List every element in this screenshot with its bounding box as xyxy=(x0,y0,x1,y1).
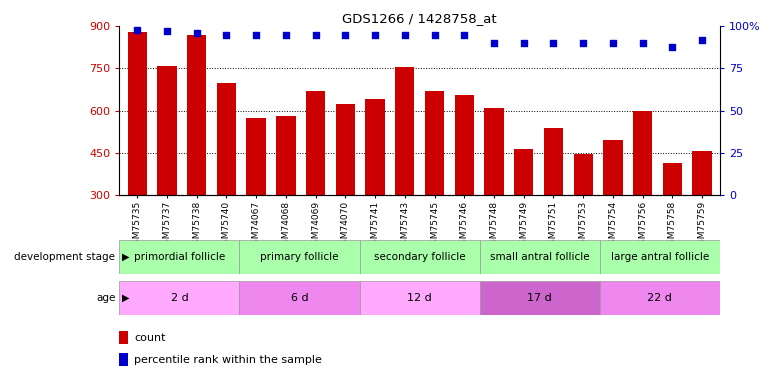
Point xyxy=(369,32,381,38)
Point xyxy=(607,40,619,46)
Bar xyxy=(600,281,720,315)
Point xyxy=(547,40,560,46)
Bar xyxy=(480,281,600,315)
Bar xyxy=(119,331,129,344)
Bar xyxy=(544,128,563,195)
Bar xyxy=(360,240,480,274)
Bar xyxy=(633,111,652,195)
Point xyxy=(339,32,351,38)
Point xyxy=(666,44,678,50)
Point xyxy=(190,30,203,36)
Bar xyxy=(119,353,129,366)
Bar xyxy=(574,154,593,195)
Bar xyxy=(157,66,176,195)
Point xyxy=(131,27,143,33)
Bar xyxy=(119,281,239,315)
Point xyxy=(428,32,440,38)
Bar xyxy=(514,148,534,195)
Bar xyxy=(454,95,474,195)
Bar xyxy=(187,35,206,195)
Title: GDS1266 / 1428758_at: GDS1266 / 1428758_at xyxy=(343,12,497,25)
Point xyxy=(517,40,530,46)
Bar xyxy=(603,140,623,195)
Bar xyxy=(276,116,296,195)
Bar xyxy=(425,91,444,195)
Text: small antral follicle: small antral follicle xyxy=(490,252,590,262)
Bar xyxy=(692,152,711,195)
Bar xyxy=(360,281,480,315)
Text: ▶: ▶ xyxy=(122,252,129,262)
Bar xyxy=(246,118,266,195)
Text: percentile rank within the sample: percentile rank within the sample xyxy=(135,354,322,364)
Bar xyxy=(239,240,360,274)
Text: age: age xyxy=(96,293,116,303)
Text: secondary follicle: secondary follicle xyxy=(374,252,465,262)
Point xyxy=(696,37,708,43)
Bar xyxy=(480,240,600,274)
Text: 12 d: 12 d xyxy=(407,293,432,303)
Text: 6 d: 6 d xyxy=(291,293,308,303)
Text: count: count xyxy=(135,333,166,343)
Bar xyxy=(366,99,385,195)
Bar xyxy=(484,108,504,195)
Bar xyxy=(600,240,720,274)
Point xyxy=(637,40,649,46)
Point xyxy=(310,32,322,38)
Text: 2 d: 2 d xyxy=(170,293,189,303)
Bar xyxy=(306,91,325,195)
Point xyxy=(220,32,233,38)
Bar xyxy=(336,104,355,195)
Bar xyxy=(663,163,682,195)
Text: large antral follicle: large antral follicle xyxy=(611,252,709,262)
Point xyxy=(250,32,263,38)
Point xyxy=(399,32,411,38)
Text: ▶: ▶ xyxy=(122,293,129,303)
Text: development stage: development stage xyxy=(15,252,116,262)
Point xyxy=(488,40,500,46)
Point xyxy=(161,28,173,34)
Point xyxy=(577,40,589,46)
Text: 17 d: 17 d xyxy=(527,293,552,303)
Bar xyxy=(128,32,147,195)
Point xyxy=(458,32,470,38)
Point xyxy=(280,32,292,38)
Text: primordial follicle: primordial follicle xyxy=(134,252,225,262)
Text: 22 d: 22 d xyxy=(648,293,672,303)
Bar xyxy=(395,67,414,195)
Bar xyxy=(216,82,236,195)
Bar xyxy=(239,281,360,315)
Bar xyxy=(119,240,239,274)
Text: primary follicle: primary follicle xyxy=(260,252,339,262)
